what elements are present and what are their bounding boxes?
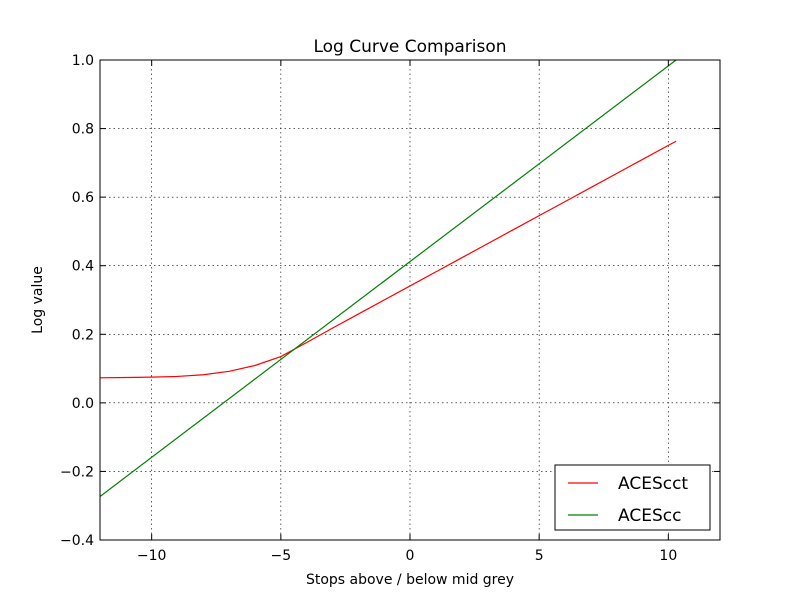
y-tick-label: 0.2 (72, 327, 94, 343)
y-tick-label: −0.2 (60, 464, 94, 480)
x-axis-label: Stops above / below mid grey (306, 572, 514, 588)
grid (100, 60, 720, 540)
x-tick-label: −5 (271, 548, 292, 564)
x-tick-label: 5 (535, 548, 544, 564)
x-tick-label: 10 (659, 548, 677, 564)
y-tick-label: 1.0 (72, 53, 94, 69)
series-line-acescc (100, 60, 677, 497)
y-tick-label: 0.6 (72, 190, 94, 206)
series-line-acescct (100, 140, 677, 379)
legend-label-acescc: ACEScc (618, 506, 681, 526)
legend-label-acescct: ACEScct (618, 474, 688, 494)
y-tick-label: 0.8 (72, 122, 94, 138)
y-tick-label: 0.4 (72, 259, 94, 275)
x-tick-label: −10 (137, 548, 167, 564)
chart-title: Log Curve Comparison (313, 37, 506, 57)
legend-box (554, 464, 711, 531)
x-tick-label: 0 (406, 548, 415, 564)
y-tick-label: 0.0 (72, 396, 94, 412)
y-axis-label: Log value (30, 266, 46, 334)
legend: ACEScct ACEScc (554, 464, 711, 531)
y-tick-label: −0.4 (60, 533, 94, 549)
series-layer (100, 60, 677, 497)
ticks: −10 −5 0 5 10 −0.4 −0.2 0.0 0.2 0.4 0.6 0.8 1.0 (60, 53, 720, 564)
